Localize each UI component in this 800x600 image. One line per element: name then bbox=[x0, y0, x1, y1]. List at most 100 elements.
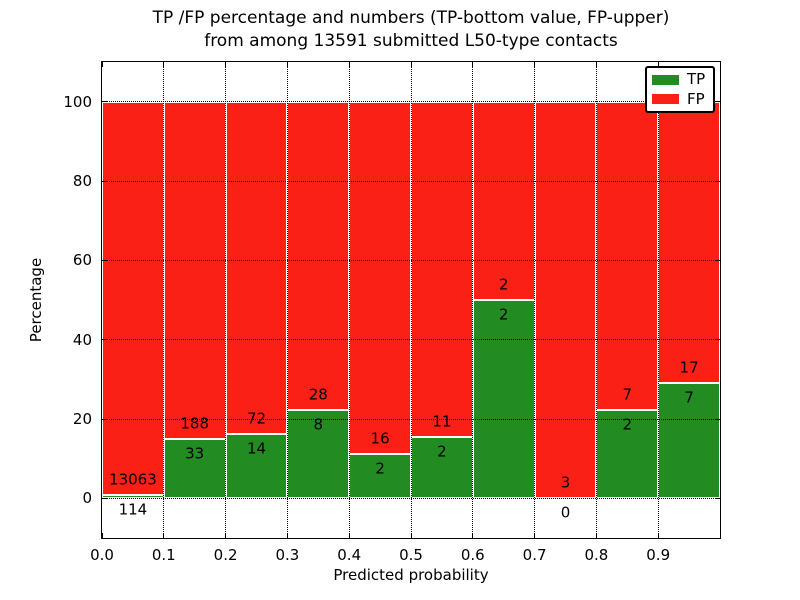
fp-count-label: 16 bbox=[370, 429, 390, 448]
tp-count-label: 33 bbox=[185, 444, 205, 463]
y-gridline bbox=[102, 339, 720, 341]
bar-fp-segment bbox=[472, 101, 535, 300]
tp-count-label: 2 bbox=[375, 459, 385, 478]
legend-item-tp: TP bbox=[652, 72, 708, 87]
bar-fp-segment bbox=[287, 101, 350, 411]
y-tick-label: 20 bbox=[72, 410, 92, 428]
y-tick-mark bbox=[102, 418, 107, 420]
x-tick-mark bbox=[410, 62, 412, 67]
fp-count-label: 11 bbox=[432, 412, 452, 431]
legend: TP FP bbox=[645, 66, 715, 113]
bar-fp-segment bbox=[225, 101, 288, 434]
x-tick-mark bbox=[286, 62, 288, 67]
fp-swatch-icon bbox=[652, 94, 679, 105]
tp-count-label: 2 bbox=[437, 442, 447, 461]
bar-fp-segment bbox=[102, 101, 164, 495]
x-tick-label: 0.5 bbox=[399, 546, 423, 564]
x-tick-label: 0.7 bbox=[522, 546, 547, 564]
x-gridline bbox=[472, 62, 474, 538]
x-tick-mark bbox=[348, 62, 350, 67]
bar-tp-segment bbox=[472, 300, 535, 499]
y-tick-label: 60 bbox=[72, 251, 92, 270]
x-tick-mark bbox=[657, 62, 659, 67]
x-tick-label: 0.2 bbox=[213, 546, 238, 564]
tp-count-label: 2 bbox=[498, 305, 509, 324]
tp-count-label: 7 bbox=[684, 388, 694, 407]
bar-tp-segment bbox=[658, 382, 720, 499]
x-gridline bbox=[410, 62, 412, 538]
bar-fp-segment bbox=[349, 101, 411, 455]
x-gridline bbox=[595, 62, 597, 538]
fp-count-label: 2 bbox=[498, 275, 509, 294]
x-tick-label: 0.6 bbox=[460, 546, 485, 564]
fp-count-label: 13063 bbox=[109, 470, 157, 489]
chart-title-line2: from among 13591 submitted L50-type cont… bbox=[204, 31, 618, 51]
x-tick-mark bbox=[163, 533, 165, 538]
x-tick-label: 0.1 bbox=[151, 546, 176, 564]
chart-title: TP /FP percentage and numbers (TP-bottom… bbox=[102, 7, 720, 53]
x-gridline bbox=[225, 62, 227, 538]
bar-tp-segment bbox=[596, 410, 659, 499]
bar-fp-segment bbox=[163, 101, 226, 440]
x-tick-mark bbox=[595, 533, 597, 538]
plot-area: 13063 114 188 33 72 14 28 8 16 2 11 2 2 2 3 0 7 2 17 7 bbox=[101, 61, 721, 539]
x-gridline bbox=[163, 62, 165, 538]
bar-fp-segment bbox=[658, 101, 720, 383]
x-tick-mark bbox=[225, 62, 227, 67]
y-tick-label: 0 bbox=[82, 489, 92, 508]
tp-count-label: 14 bbox=[246, 439, 267, 458]
fp-count-label: 28 bbox=[308, 385, 328, 404]
x-tick-label: 0.8 bbox=[584, 546, 609, 564]
x-gridline bbox=[534, 62, 536, 538]
y-tick-mark bbox=[102, 497, 107, 499]
tp-swatch-icon bbox=[652, 74, 679, 85]
y-tick-label: 40 bbox=[72, 330, 92, 349]
bar-fp-segment bbox=[534, 101, 597, 499]
y-tick-label: 100 bbox=[63, 92, 92, 111]
y-tick-mark bbox=[715, 418, 720, 420]
x-gridline bbox=[348, 62, 350, 538]
x-gridline bbox=[657, 62, 659, 538]
fp-count-label: 188 bbox=[180, 414, 210, 433]
y-tick-mark bbox=[715, 180, 720, 182]
x-tick-mark bbox=[657, 533, 659, 538]
x-tick-mark bbox=[101, 533, 103, 538]
y-tick-mark bbox=[102, 259, 107, 261]
y-tick-mark bbox=[715, 101, 720, 103]
y-gridline bbox=[102, 497, 720, 499]
bar-fp-segment bbox=[596, 101, 659, 411]
x-tick-mark bbox=[595, 62, 597, 67]
x-tick-label: 0.0 bbox=[90, 546, 114, 564]
fp-count-label: 7 bbox=[622, 385, 633, 404]
tp-count-label: 114 bbox=[118, 500, 148, 519]
x-tick-label: 0.9 bbox=[646, 546, 671, 564]
x-tick-mark bbox=[101, 62, 103, 67]
x-tick-mark bbox=[286, 533, 288, 538]
y-tick-mark bbox=[715, 339, 720, 341]
x-tick-mark bbox=[225, 533, 227, 538]
chart-title-line1: TP /FP percentage and numbers (TP-bottom… bbox=[152, 8, 670, 28]
y-gridline bbox=[102, 418, 720, 420]
fp-count-label: 17 bbox=[679, 358, 699, 377]
y-tick-label: 80 bbox=[72, 172, 92, 190]
bar-tp-segment bbox=[349, 454, 411, 499]
x-tick-label: 0.3 bbox=[275, 546, 300, 564]
x-tick-mark bbox=[163, 62, 165, 67]
y-tick-mark bbox=[715, 259, 720, 261]
tp-count-label: 0 bbox=[560, 503, 571, 522]
tp-count-label: 2 bbox=[622, 415, 633, 434]
x-tick-mark bbox=[534, 62, 536, 67]
x-tick-mark bbox=[534, 533, 536, 538]
fp-count-label: 72 bbox=[246, 409, 267, 428]
fp-count-label: 3 bbox=[560, 473, 571, 492]
y-gridline bbox=[102, 180, 720, 182]
tp-count-label: 8 bbox=[313, 415, 324, 434]
y-gridline bbox=[102, 101, 720, 103]
x-tick-mark bbox=[472, 533, 474, 538]
y-gridline bbox=[102, 259, 720, 261]
x-tick-label: 0.4 bbox=[337, 546, 362, 564]
x-axis-label: Predicted probability bbox=[333, 566, 489, 584]
y-tick-mark bbox=[715, 497, 720, 499]
legend-item-fp: FP bbox=[652, 91, 708, 107]
